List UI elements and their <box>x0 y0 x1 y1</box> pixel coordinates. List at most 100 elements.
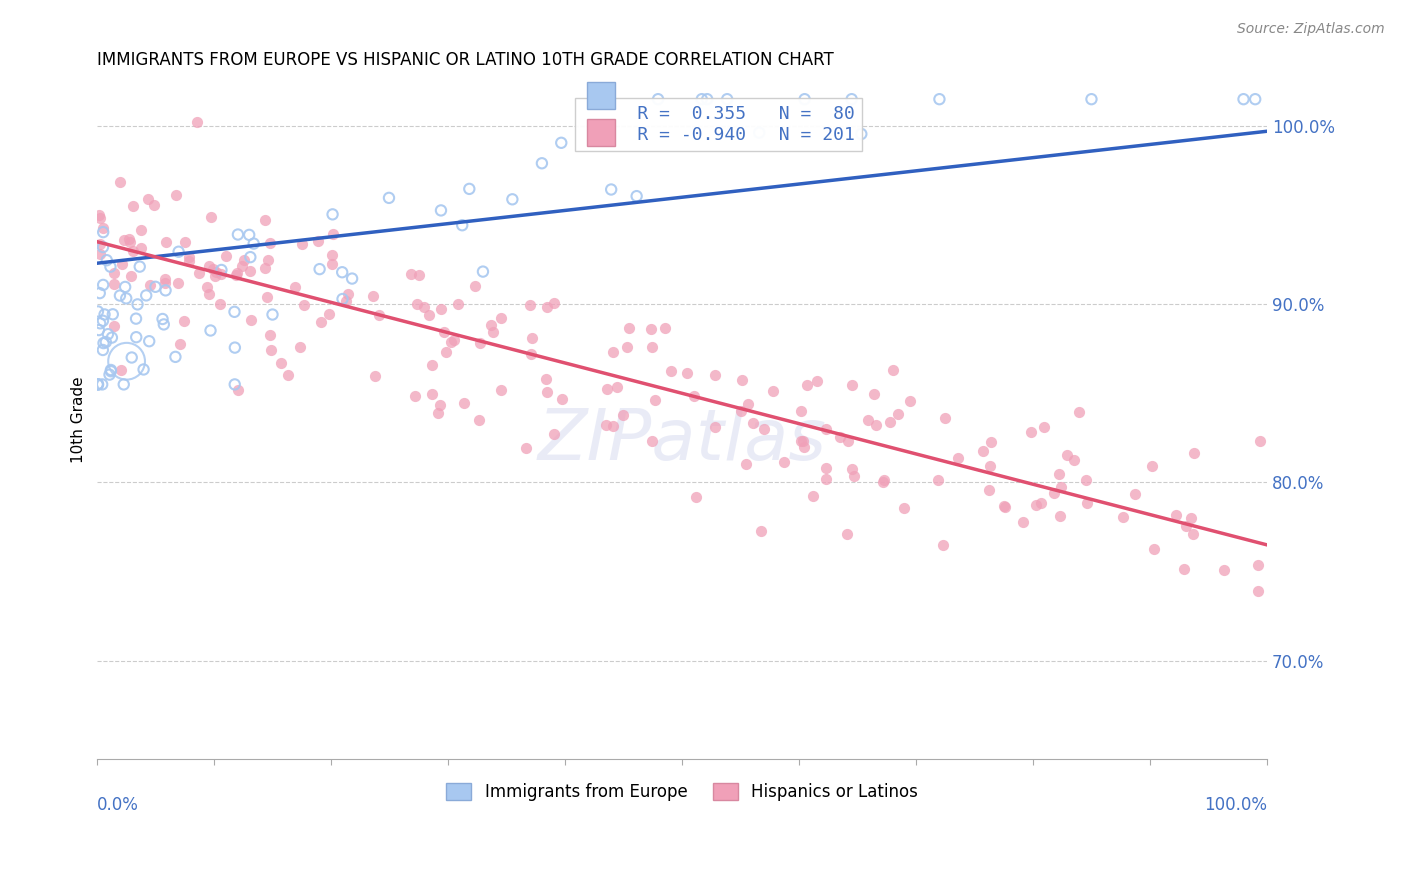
Point <box>138 334 160 349</box>
Point <box>89 316 111 330</box>
Point <box>242 236 264 251</box>
Point <box>173 314 195 328</box>
Point <box>318 307 340 321</box>
Point <box>451 219 474 233</box>
Point <box>239 264 262 278</box>
Point <box>177 254 200 268</box>
Point <box>837 527 859 541</box>
Text: ZIPatlas: ZIPatlas <box>537 406 827 475</box>
Point <box>100 364 122 378</box>
Point <box>430 302 453 317</box>
Point <box>841 92 863 106</box>
Point <box>815 472 838 486</box>
Point <box>612 408 634 422</box>
Point <box>1069 404 1091 418</box>
Point <box>153 276 176 290</box>
Point <box>1074 473 1097 487</box>
Point <box>873 473 896 487</box>
Point <box>165 350 187 364</box>
Point <box>595 418 617 433</box>
Point <box>1011 515 1033 529</box>
Point <box>309 315 332 329</box>
Point <box>101 330 124 344</box>
Point <box>979 459 1001 474</box>
Point <box>596 382 619 396</box>
Point <box>418 308 440 322</box>
Point <box>129 223 152 237</box>
Point <box>103 277 125 291</box>
Point <box>332 292 354 306</box>
Point <box>972 443 994 458</box>
Point <box>224 377 246 392</box>
Point <box>94 334 117 349</box>
Point <box>204 265 226 279</box>
Point <box>796 377 818 392</box>
Point <box>644 393 666 408</box>
Point <box>928 92 950 106</box>
Point <box>226 227 249 242</box>
Point <box>429 398 451 412</box>
Point <box>128 260 150 274</box>
Point <box>87 377 110 392</box>
Point <box>1142 542 1164 557</box>
Point <box>675 366 697 380</box>
Point <box>330 265 353 279</box>
Point <box>91 314 114 328</box>
Point <box>762 384 785 399</box>
Point <box>430 203 453 218</box>
Point <box>259 236 281 251</box>
Point <box>89 211 111 225</box>
Point <box>121 351 143 365</box>
Point <box>534 372 557 386</box>
Point <box>166 277 188 291</box>
Point <box>115 291 138 305</box>
Point <box>1180 510 1202 524</box>
Point <box>115 354 138 368</box>
Point <box>1025 498 1047 512</box>
Point <box>704 368 727 383</box>
Point <box>1246 558 1268 573</box>
Point <box>87 208 110 222</box>
Point <box>100 363 122 377</box>
Point <box>225 268 247 282</box>
Point <box>292 298 315 312</box>
Point <box>238 227 260 242</box>
Point <box>340 271 363 285</box>
Point <box>1140 459 1163 474</box>
Point <box>994 500 1017 514</box>
Point <box>491 383 513 397</box>
Point <box>1175 518 1198 533</box>
Point <box>143 198 166 212</box>
Point <box>112 233 135 247</box>
Point <box>806 374 828 388</box>
Point <box>773 455 796 469</box>
Point <box>125 330 148 344</box>
Point <box>97 327 120 342</box>
Point <box>426 405 449 419</box>
Point <box>408 268 430 282</box>
Text: 100.0%: 100.0% <box>1204 796 1267 814</box>
Point <box>378 191 401 205</box>
Point <box>103 318 125 333</box>
Point <box>801 488 824 502</box>
FancyBboxPatch shape <box>588 82 616 109</box>
Point <box>489 311 512 326</box>
Point <box>198 287 221 301</box>
Point <box>1123 487 1146 501</box>
Point <box>1112 510 1135 524</box>
Point <box>167 244 190 259</box>
Point <box>87 377 110 392</box>
Point <box>239 250 262 264</box>
Point <box>792 434 814 448</box>
Point <box>138 277 160 292</box>
Point <box>734 457 756 471</box>
Point <box>108 288 131 302</box>
Point <box>226 383 249 397</box>
Point <box>481 326 503 340</box>
Point <box>600 182 623 196</box>
Point <box>361 288 384 302</box>
Point <box>120 235 142 249</box>
Point <box>111 257 134 271</box>
Point <box>336 286 359 301</box>
Point <box>169 337 191 351</box>
